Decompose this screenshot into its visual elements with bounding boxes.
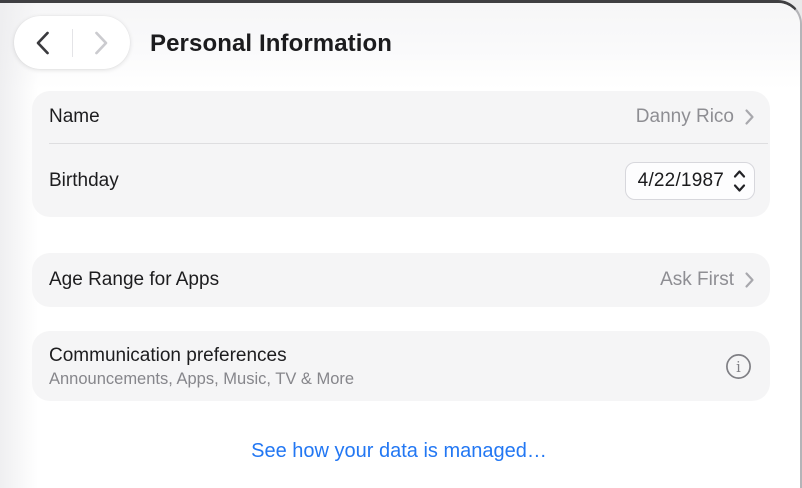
communication-card: Communication preferences Announcements,…: [32, 331, 770, 401]
nav-divider: [71, 28, 73, 57]
communication-row: Communication preferences Announcements,…: [32, 331, 770, 401]
age-range-label: Age Range for Apps: [49, 269, 220, 290]
age-range-value: Ask First: [660, 269, 734, 290]
birthday-row: Birthday 4/22/1987: [32, 144, 770, 217]
age-range-card: Age Range for Apps Ask First: [32, 253, 770, 307]
birthday-label: Birthday: [49, 169, 119, 191]
chevron-right-icon: [744, 271, 755, 289]
forward-button[interactable]: [73, 16, 131, 69]
page-title: Personal Information: [150, 30, 393, 57]
svg-text:i: i: [736, 360, 741, 376]
nav-pill: [14, 16, 130, 69]
communication-label: Communication preferences: [49, 345, 287, 366]
info-circle-icon: i: [726, 353, 751, 379]
name-row[interactable]: Name Danny Rico: [32, 91, 770, 143]
communication-subtitle: Announcements, Apps, Music, TV & More: [49, 370, 355, 388]
chevron-right-icon: [93, 30, 110, 56]
chevron-right-icon: [744, 108, 755, 126]
birthday-value: 4/22/1987: [637, 169, 724, 191]
back-button[interactable]: [14, 16, 72, 69]
communication-text: Communication preferences Announcements,…: [49, 342, 354, 390]
birthday-date-stepper[interactable]: 4/22/1987: [624, 161, 755, 200]
stepper-up-down-icon[interactable]: [732, 168, 747, 194]
age-range-row[interactable]: Age Range for Apps Ask First: [32, 253, 770, 307]
row-divider: [49, 143, 768, 144]
info-button[interactable]: i: [725, 353, 752, 380]
identity-card: Name Danny Rico Birthday 4/22/1987: [32, 91, 770, 217]
header-background: [0, 3, 800, 89]
name-label: Name: [49, 106, 100, 127]
data-managed-link[interactable]: See how your data is managed…: [251, 440, 547, 462]
name-value: Danny Rico: [635, 106, 734, 127]
chevron-left-icon: [34, 30, 51, 56]
